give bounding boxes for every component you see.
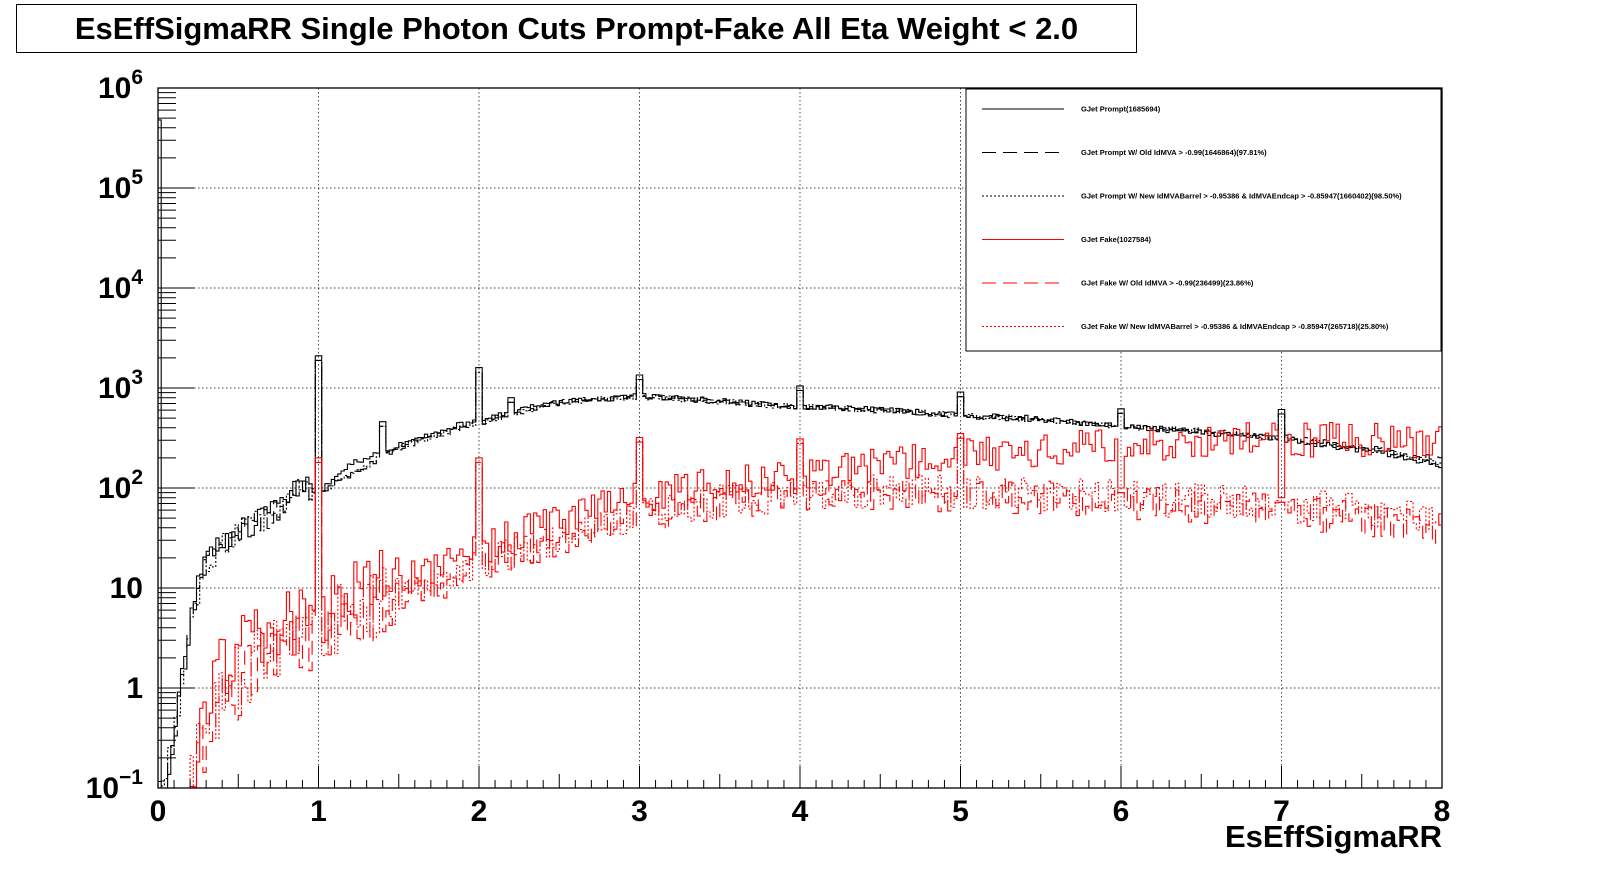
legend-label: GJet Prompt W/ Old IdMVA > -0.99(1646864… xyxy=(1081,148,1267,157)
x-tick-label: 5 xyxy=(952,795,969,828)
axis-ticks xyxy=(157,87,1443,789)
x-tick-label: 8 xyxy=(1434,795,1451,828)
x-tick-label: 3 xyxy=(631,795,648,828)
y-tick-label: 102 xyxy=(98,466,143,505)
series-line-5 xyxy=(189,437,1442,788)
series-line-4 xyxy=(189,422,1442,788)
y-tick-label: 1 xyxy=(126,672,143,705)
series-line-6 xyxy=(189,437,1442,788)
y-tick-label: 105 xyxy=(98,166,143,205)
y-tick-label: 106 xyxy=(98,66,143,105)
chart-title-box: EsEffSigmaRR Single Photon Cuts Prompt-F… xyxy=(16,4,1137,53)
x-tick-label: 7 xyxy=(1273,795,1290,828)
series-line-2 xyxy=(158,359,1442,788)
series-line-1 xyxy=(158,119,1442,788)
y-tick-label: 10 xyxy=(110,572,143,605)
legend-label: GJet Fake W/ Old IdMVA > -0.99(236499)(2… xyxy=(1081,279,1254,288)
x-tick-label: 0 xyxy=(150,795,167,828)
legend-label: GJet Fake(1027584) xyxy=(1081,235,1152,244)
x-tick-label: 1 xyxy=(310,795,327,828)
legend-label: GJet Prompt(1685694) xyxy=(1081,105,1161,114)
series-layer xyxy=(158,119,1442,788)
legend: GJet Prompt(1685694) GJet Prompt W/ Old I… xyxy=(965,88,1442,352)
y-tick-label: 104 xyxy=(98,266,143,305)
x-axis-title: EsEffSigmaRR xyxy=(1225,819,1442,854)
legend-label: GJet Prompt W/ New IdMVABarrel > -0.9538… xyxy=(1081,192,1402,201)
x-tick-labels: 0 1 2 3 4 5 6 7 8 xyxy=(150,795,1451,828)
legend-label: GJet Fake W/ New IdMVABarrel > -0.95386 … xyxy=(1081,322,1389,331)
chart-title: EsEffSigmaRR Single Photon Cuts Prompt-F… xyxy=(74,10,1079,46)
series-line-3 xyxy=(158,359,1442,788)
y-tick-label: 103 xyxy=(98,366,143,405)
legend-box xyxy=(965,88,1442,352)
x-tick-label: 2 xyxy=(471,795,488,828)
y-tick-labels: 10−1 1 10 102 103 104 105 106 xyxy=(86,66,144,805)
x-tick-label: 4 xyxy=(792,795,809,828)
x-tick-label: 6 xyxy=(1113,795,1130,828)
y-tick-label: 10−1 xyxy=(86,766,144,805)
